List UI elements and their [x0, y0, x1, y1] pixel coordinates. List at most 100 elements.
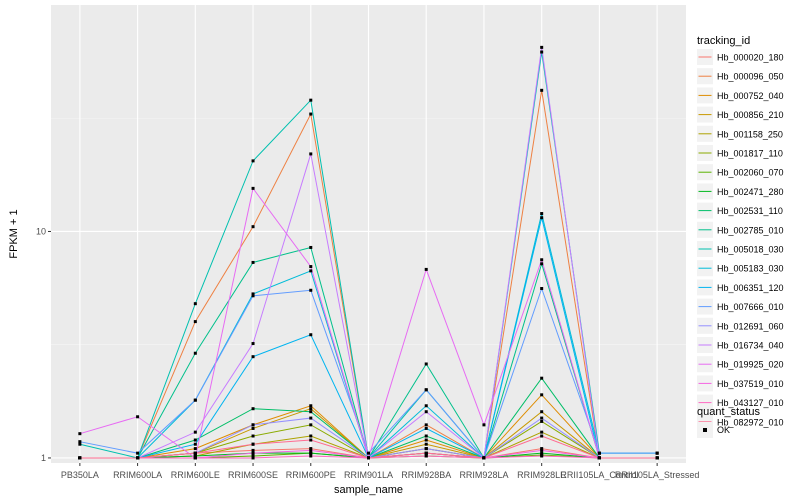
data-point — [251, 225, 255, 229]
legend-label-Hb_043127_010: Hb_043127_010 — [717, 398, 784, 408]
data-point — [540, 393, 544, 397]
data-point — [540, 88, 544, 92]
data-point — [309, 98, 313, 102]
data-point — [309, 265, 313, 269]
data-point — [309, 434, 313, 438]
legend-status-title: quant_status — [697, 406, 760, 418]
data-point — [251, 292, 255, 296]
legend-label-Hb_006351_120: Hb_006351_120 — [717, 283, 784, 293]
data-point — [540, 376, 544, 380]
data-point — [193, 454, 197, 458]
data-point — [309, 438, 313, 442]
data-point — [193, 438, 197, 442]
data-point — [655, 456, 659, 460]
data-point — [424, 267, 428, 271]
data-point — [540, 50, 544, 54]
x-tick-label: RRII105LA_Control — [560, 470, 638, 480]
legend-label-Hb_007666_010: Hb_007666_010 — [717, 302, 784, 312]
x-axis-title: sample_name — [334, 484, 403, 496]
data-point — [193, 430, 197, 434]
data-point — [251, 342, 255, 346]
data-point — [309, 288, 313, 292]
data-point — [424, 442, 428, 446]
data-point — [424, 404, 428, 408]
legend-title: tracking_id — [697, 35, 750, 47]
data-point — [193, 451, 197, 455]
data-point — [424, 423, 428, 427]
axes: 1 10 PB350LA RRIM600LA RRIM600LE RRIM600SE RRI… — [36, 226, 699, 480]
data-point — [136, 451, 140, 455]
legend-label-Hb_037519_010: Hb_037519_010 — [717, 379, 784, 389]
data-point — [424, 438, 428, 442]
data-point — [251, 260, 255, 264]
y-tick-label: 10 — [36, 226, 46, 236]
data-point — [309, 451, 313, 455]
data-point — [309, 416, 313, 420]
data-point — [78, 442, 82, 446]
data-point — [251, 454, 255, 458]
data-point — [597, 451, 601, 455]
data-point — [540, 430, 544, 434]
data-point — [309, 423, 313, 427]
x-tick-label: RRIM928LE — [517, 470, 566, 480]
data-point — [251, 407, 255, 411]
data-point — [309, 112, 313, 116]
data-point — [367, 456, 370, 460]
data-point — [136, 415, 140, 419]
legend-status-label: OK — [717, 425, 730, 435]
legend-label-Hb_012691_060: Hb_012691_060 — [717, 321, 784, 331]
data-point — [309, 447, 313, 451]
x-tick-label: RRIM600SE — [228, 470, 278, 480]
legend-label-Hb_001817_110: Hb_001817_110 — [717, 149, 783, 159]
data-point — [540, 410, 544, 414]
data-point — [193, 320, 197, 324]
legend-label-Hb_000752_040: Hb_000752_040 — [717, 91, 784, 101]
data-point — [540, 447, 544, 451]
data-point — [309, 245, 313, 249]
data-point — [540, 419, 544, 423]
data-point — [424, 410, 428, 414]
data-point — [309, 454, 313, 458]
data-point — [540, 262, 544, 266]
data-point — [597, 456, 601, 460]
data-point — [540, 416, 544, 420]
data-point — [540, 434, 544, 438]
legend-label-Hb_000020_180: Hb_000020_180 — [717, 53, 784, 63]
data-point — [309, 333, 313, 337]
data-point — [251, 159, 255, 163]
data-point — [251, 186, 255, 190]
data-point — [309, 269, 313, 273]
data-point — [251, 434, 255, 438]
data-point — [309, 448, 313, 452]
data-point — [78, 440, 82, 444]
data-point — [193, 456, 197, 460]
legend-label-Hb_005183_030: Hb_005183_030 — [717, 264, 784, 274]
legend-label-Hb_000096_050: Hb_000096_050 — [717, 72, 784, 82]
data-point — [655, 451, 659, 455]
data-point — [482, 423, 486, 427]
data-point — [424, 362, 428, 366]
y-axis-title: FPKM + 1 — [8, 209, 20, 258]
data-point — [367, 451, 370, 455]
x-tick-label: RRIM901LA — [344, 470, 393, 480]
data-point — [193, 442, 197, 446]
data-point — [540, 216, 544, 220]
data-point — [424, 454, 428, 458]
legend-label-Hb_001158_250: Hb_001158_250 — [717, 129, 783, 139]
data-point — [424, 434, 428, 438]
data-point — [309, 410, 313, 414]
data-point — [540, 45, 544, 49]
data-point — [136, 456, 140, 460]
legend-label-Hb_019925_020: Hb_019925_020 — [717, 360, 784, 370]
data-point — [540, 448, 544, 452]
legend-label-Hb_002785_010: Hb_002785_010 — [717, 225, 784, 235]
data-point — [424, 388, 428, 392]
data-point — [78, 456, 82, 460]
x-tick-label: RRIM600PE — [286, 470, 336, 480]
data-point — [251, 456, 255, 460]
data-point — [193, 398, 197, 402]
data-point — [309, 152, 313, 156]
data-point — [309, 404, 313, 408]
legend-label-Hb_082972_010: Hb_082972_010 — [717, 417, 784, 427]
